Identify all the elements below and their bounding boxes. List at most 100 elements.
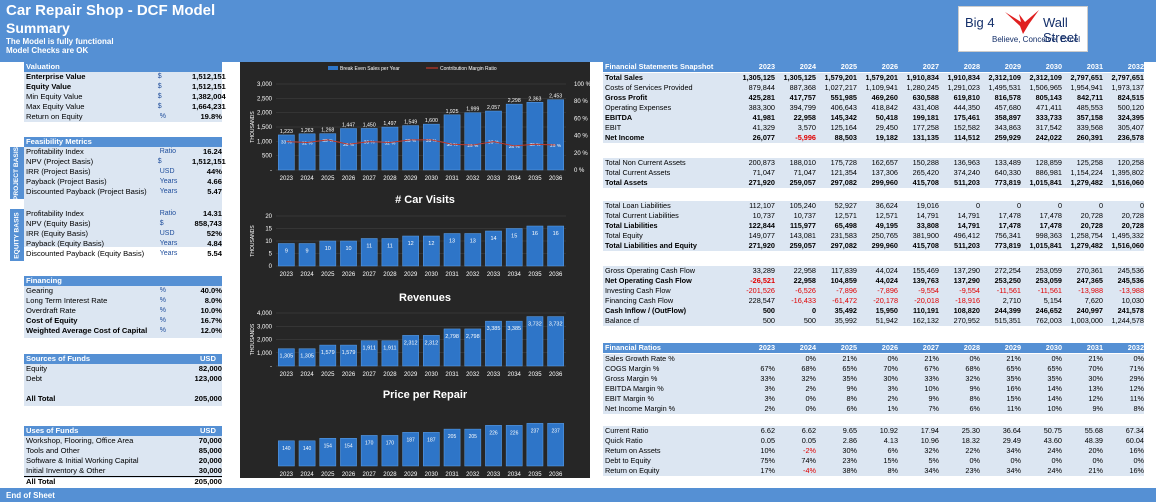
cell-value: 55.68	[1084, 426, 1103, 435]
data-label: 1,305	[279, 354, 293, 360]
bar	[547, 316, 564, 367]
source-row: Debt 123,000	[24, 374, 222, 384]
bar	[423, 432, 440, 467]
use-value: 20,000	[198, 456, 222, 465]
project-metric-row: Profitability Index Ratio 16.24	[24, 147, 222, 157]
bar	[340, 128, 357, 171]
cell-value: 10,737	[752, 211, 775, 220]
cell-value: 14,791	[957, 211, 980, 220]
cell-value: 1,973,137	[1111, 83, 1144, 92]
cell-value: 228,547	[748, 296, 775, 305]
cell-value: 12%	[1088, 394, 1103, 403]
valuation-row: Min Equity Value $1,382,004	[24, 92, 226, 102]
income-row-label: Gross Profit	[605, 93, 648, 102]
cell-value: -4%	[803, 466, 816, 475]
cell-value: 16%	[1129, 446, 1144, 455]
asset-row: Total Current Assets 71,047 71,047 121,354 1…	[603, 168, 1144, 178]
y-tick-label: -	[270, 168, 272, 174]
valuation-label: Return on Equity	[26, 112, 83, 121]
cashflow-row: Financing Cash Flow 228,547 -16,433 -61,472…	[603, 296, 1144, 306]
cell-value: 1,305,125	[783, 73, 816, 82]
data-label: 1,263	[301, 128, 314, 134]
logo-text-right: Wall Street	[1043, 15, 1078, 45]
income-row: EBIT 41,329 3,570 125,164 29,450 177,258 152,5…	[603, 123, 1144, 133]
ratio-row: Quick Ratio 0.05 0.05 2.86 4.13 10.96 18.32 29.…	[603, 436, 1144, 446]
cell-value: 0%	[1133, 456, 1144, 465]
financing-label: Gearing	[26, 286, 54, 295]
cell-value: 41,329	[752, 123, 775, 132]
cell-value: 20,728	[1080, 211, 1103, 220]
use-value: 30,000	[198, 466, 222, 475]
cell-value: 374,240	[953, 168, 980, 177]
x-tick-label: 2026	[342, 272, 356, 278]
x-tick-label: 2027	[363, 372, 377, 378]
cell-value: 52,927	[834, 201, 857, 210]
equity-metric-unit: USD	[159, 230, 175, 237]
margin-row: EBITDA Margin % 3% 2% 9% 3% 10% 9% 16% 14% 13% 12%	[603, 384, 1144, 394]
cell-value: 33,808	[916, 221, 939, 230]
cell-value	[734, 354, 775, 364]
cell-value: -20,018	[914, 296, 939, 305]
equity-metric-row: Discounted Payback (Equity Basis) Years 5.…	[24, 249, 222, 259]
cell-value: 773,819	[994, 178, 1021, 187]
equity-metric-row: NPV (Equity Basis) $858,743	[24, 219, 222, 229]
cell-value: 1,305,125	[742, 73, 775, 82]
cell-value: 2.86	[842, 436, 857, 445]
ratio-row-label: Quick Ratio	[605, 436, 643, 445]
cell-value: -5,996	[795, 133, 816, 142]
bar	[381, 238, 399, 267]
cell-value: 114,512	[954, 133, 980, 142]
data-label: 1,579	[321, 350, 335, 356]
cell-value: 270,952	[953, 316, 980, 325]
cell-value: 231,583	[830, 231, 857, 240]
cell-value: 68%	[801, 364, 816, 373]
cell-value: 10,030	[1121, 296, 1144, 305]
margin-label: 30 %	[343, 142, 355, 148]
cell-value: 4.13	[883, 436, 898, 445]
cell-value: 17,478	[1039, 221, 1062, 230]
data-label: 3,385	[487, 326, 501, 332]
year-header: 2026	[881, 343, 898, 352]
data-label: 1,223	[280, 129, 293, 135]
cell-value: 762,003	[1035, 316, 1062, 325]
cell-value: 68%	[965, 364, 980, 373]
cashflow-row-label: Financing Cash Flow	[605, 296, 674, 305]
bar	[319, 438, 337, 467]
cell-value: 16%	[1006, 384, 1021, 393]
snapshot-header-label: Financial Statements Snapshot	[605, 62, 714, 71]
cell-value: 33%	[760, 374, 775, 383]
margin-label: 33 %	[281, 140, 293, 146]
cell-value: -16,433	[791, 296, 816, 305]
project-metric-row: Payback (Project Basis) Years 4.66	[24, 177, 222, 187]
cell-value: 25.30	[961, 426, 980, 435]
cell-value: 3%	[764, 384, 775, 393]
cell-value: 155,469	[912, 266, 939, 275]
cell-value: 551,985	[830, 93, 857, 102]
project-metric-unit: Years	[159, 178, 178, 185]
data-label: 9	[285, 249, 288, 255]
year-header: 2025	[840, 343, 857, 352]
project-metric-unit: Ratio	[159, 148, 177, 155]
margin-row: EBIT Margin % 3% 0% 8% 2% 9% 8% 15% 14% 12% 11%	[603, 394, 1144, 404]
cell-value: 175,461	[953, 113, 980, 122]
data-label: 13	[449, 239, 455, 245]
cell-value: 33%	[924, 374, 939, 383]
cell-value: 20,728	[1121, 211, 1144, 220]
cell-value: 143,081	[789, 231, 816, 240]
bar	[402, 335, 419, 367]
cell-value: 1,516,060	[1111, 178, 1144, 187]
valuation-value: 1,664,231	[192, 102, 226, 111]
data-label: 237	[531, 428, 540, 434]
cell-value: 8%	[887, 466, 898, 475]
bar	[485, 110, 502, 171]
use-label: Initial Inventory & Other	[26, 466, 106, 475]
x-tick-label: 2027	[363, 176, 377, 182]
x-tick-label: 2033	[487, 176, 501, 182]
data-label: 2,798	[466, 334, 480, 340]
cell-value: 247,365	[1076, 276, 1103, 285]
bar	[360, 238, 378, 267]
financing-value: 12.0%	[200, 326, 222, 335]
cell-value: 381,900	[912, 231, 939, 240]
chart-0: - 500 1,000 1,500 2,000 2,500 3,000 THOUSANDS 20…	[250, 66, 592, 182]
cell-value: -11,561	[1037, 286, 1062, 295]
